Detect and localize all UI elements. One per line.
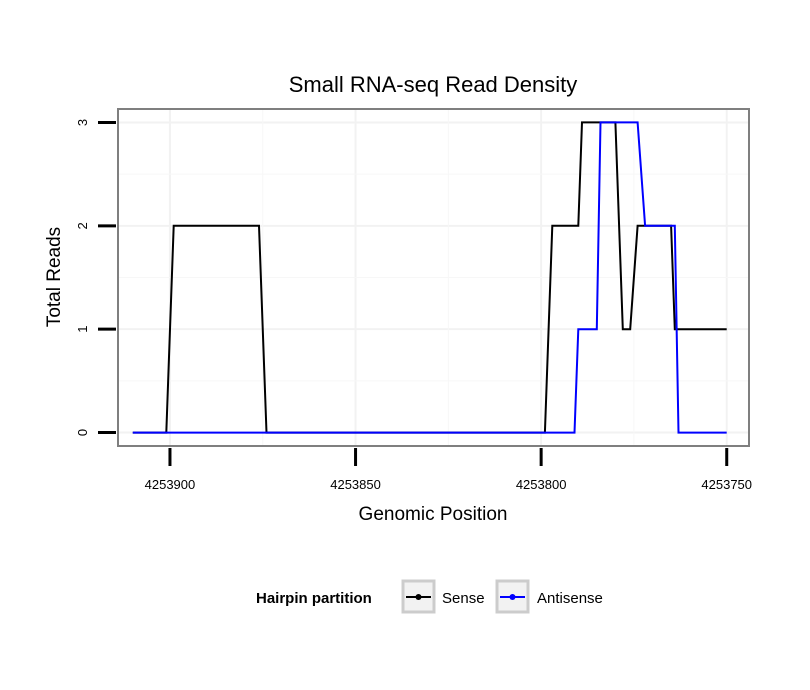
- legend-title: Hairpin partition: [256, 590, 372, 607]
- x-tick-label-1: 4253850: [330, 477, 381, 492]
- y-axis-label: Total Reads: [44, 227, 65, 327]
- legend-item-sense: Sense: [401, 579, 485, 614]
- series-line-antisense: [132, 121, 727, 434]
- y-tick-label-3: 3: [75, 119, 90, 126]
- x-tick-label-0: 4253900: [145, 477, 196, 492]
- x-axis: 4253900 4253850 4253800 4253750: [145, 448, 752, 492]
- plot-border: [117, 108, 750, 447]
- x-tick-label-2: 4253800: [516, 477, 567, 492]
- legend: Hairpin partition Sense Antisense: [256, 579, 603, 614]
- x-tick-label-3: 4253750: [701, 477, 752, 492]
- legend-label-sense: Sense: [442, 590, 485, 607]
- y-axis: 0 1 2 3: [75, 119, 116, 436]
- legend-label-antisense: Antisense: [537, 590, 603, 607]
- chart-title: Small RNA-seq Read Density: [289, 72, 578, 97]
- legend-point-antisense: [509, 594, 516, 600]
- x-axis-label: Genomic Position: [359, 504, 508, 525]
- y-tick-label-1: 1: [75, 326, 90, 333]
- y-tick-label-2: 2: [75, 222, 90, 229]
- legend-item-antisense: Antisense: [495, 579, 603, 614]
- series-layer: [132, 121, 727, 434]
- legend-point-sense: [415, 594, 422, 600]
- y-tick-label-0: 0: [75, 429, 90, 436]
